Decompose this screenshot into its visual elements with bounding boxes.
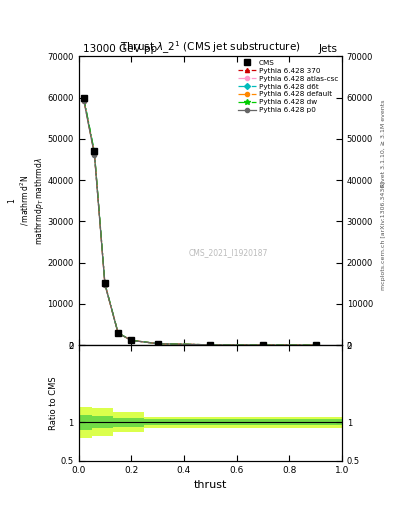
Pythia 6.428 d6t xyxy=(261,342,265,348)
Pythia 6.428 370 xyxy=(129,337,134,344)
CMS xyxy=(92,148,97,154)
Pythia 6.428 atlas-csc xyxy=(103,281,107,287)
CMS xyxy=(116,330,120,336)
Line: Pythia 6.428 atlas-csc: Pythia 6.428 atlas-csc xyxy=(82,97,318,347)
Pythia 6.428 dw xyxy=(208,342,213,348)
Pythia 6.428 p0 xyxy=(313,342,318,348)
Pythia 6.428 p0 xyxy=(155,340,160,347)
Text: CMS_2021_I1920187: CMS_2021_I1920187 xyxy=(189,248,268,258)
Pythia 6.428 atlas-csc xyxy=(261,342,265,348)
Pythia 6.428 default xyxy=(81,97,86,103)
Pythia 6.428 atlas-csc xyxy=(116,330,120,336)
Pythia 6.428 default xyxy=(103,281,107,287)
CMS xyxy=(103,280,107,286)
Pythia 6.428 d6t xyxy=(129,337,134,344)
Pythia 6.428 370 xyxy=(208,342,213,348)
Pythia 6.428 370 xyxy=(92,150,97,156)
Pythia 6.428 370 xyxy=(81,97,86,103)
Pythia 6.428 d6t xyxy=(155,340,160,347)
Title: Thrust $\lambda$_2$^1$ (CMS jet substructure): Thrust $\lambda$_2$^1$ (CMS jet substruc… xyxy=(120,40,301,56)
Pythia 6.428 default xyxy=(155,340,160,347)
Pythia 6.428 dw xyxy=(81,95,86,101)
CMS xyxy=(155,340,160,347)
Text: mcplots.cern.ch [arXiv:1306.3436]: mcplots.cern.ch [arXiv:1306.3436] xyxy=(381,181,386,290)
Line: Pythia 6.428 d6t: Pythia 6.428 d6t xyxy=(82,97,318,347)
Text: Rivet 3.1.10, ≥ 3.1M events: Rivet 3.1.10, ≥ 3.1M events xyxy=(381,100,386,187)
Pythia 6.428 p0 xyxy=(208,342,213,348)
Pythia 6.428 d6t xyxy=(103,281,107,287)
Pythia 6.428 d6t xyxy=(313,342,318,348)
CMS xyxy=(81,95,86,101)
Pythia 6.428 default xyxy=(129,337,134,344)
Pythia 6.428 default xyxy=(261,342,265,348)
CMS xyxy=(129,337,134,344)
Pythia 6.428 p0 xyxy=(129,337,134,344)
Pythia 6.428 p0 xyxy=(116,330,120,336)
Line: Pythia 6.428 dw: Pythia 6.428 dw xyxy=(81,96,318,348)
Y-axis label: $\mathrm{1}$
/$\,\mathrm{mathrm\,d}^2\mathrm{N}$
$\mathrm{mathrm\,d}p_T\,\mathrm: $\mathrm{1}$ /$\,\mathrm{mathrm\,d}^2\ma… xyxy=(6,157,46,245)
Pythia 6.428 370 xyxy=(155,340,160,347)
Line: Pythia 6.428 p0: Pythia 6.428 p0 xyxy=(82,99,318,347)
Pythia 6.428 dw xyxy=(116,330,120,336)
Pythia 6.428 d6t xyxy=(92,150,97,156)
Pythia 6.428 dw xyxy=(129,337,134,344)
Pythia 6.428 default xyxy=(92,151,97,157)
Pythia 6.428 d6t xyxy=(81,96,86,102)
Line: Pythia 6.428 370: Pythia 6.428 370 xyxy=(82,98,318,347)
Pythia 6.428 dw xyxy=(92,149,97,155)
CMS xyxy=(208,342,213,348)
X-axis label: thrust: thrust xyxy=(194,480,227,490)
CMS xyxy=(261,342,265,348)
Pythia 6.428 dw xyxy=(261,342,265,348)
Pythia 6.428 default xyxy=(313,342,318,348)
Pythia 6.428 p0 xyxy=(92,152,97,158)
Pythia 6.428 atlas-csc xyxy=(155,340,160,347)
Text: Jets: Jets xyxy=(319,44,338,54)
Pythia 6.428 p0 xyxy=(81,98,86,104)
Pythia 6.428 p0 xyxy=(103,282,107,288)
Pythia 6.428 dw xyxy=(103,281,107,287)
Pythia 6.428 default xyxy=(208,342,213,348)
Pythia 6.428 atlas-csc xyxy=(129,337,134,344)
Pythia 6.428 atlas-csc xyxy=(92,150,97,156)
Pythia 6.428 d6t xyxy=(116,330,120,336)
Pythia 6.428 370 xyxy=(116,330,120,336)
Pythia 6.428 d6t xyxy=(208,342,213,348)
Legend: CMS, Pythia 6.428 370, Pythia 6.428 atlas-csc, Pythia 6.428 d6t, Pythia 6.428 de: CMS, Pythia 6.428 370, Pythia 6.428 atla… xyxy=(237,58,340,115)
Y-axis label: Ratio to CMS: Ratio to CMS xyxy=(49,376,58,430)
Pythia 6.428 atlas-csc xyxy=(313,342,318,348)
Pythia 6.428 default xyxy=(116,330,120,336)
Pythia 6.428 p0 xyxy=(261,342,265,348)
Pythia 6.428 370 xyxy=(103,281,107,287)
Pythia 6.428 atlas-csc xyxy=(81,96,86,102)
Pythia 6.428 dw xyxy=(313,342,318,348)
Line: CMS: CMS xyxy=(81,95,318,348)
Text: 13000 GeV pp: 13000 GeV pp xyxy=(83,44,157,54)
Pythia 6.428 dw xyxy=(155,340,160,347)
Line: Pythia 6.428 default: Pythia 6.428 default xyxy=(82,98,318,347)
Pythia 6.428 370 xyxy=(261,342,265,348)
Pythia 6.428 370 xyxy=(313,342,318,348)
Pythia 6.428 atlas-csc xyxy=(208,342,213,348)
CMS xyxy=(313,342,318,348)
